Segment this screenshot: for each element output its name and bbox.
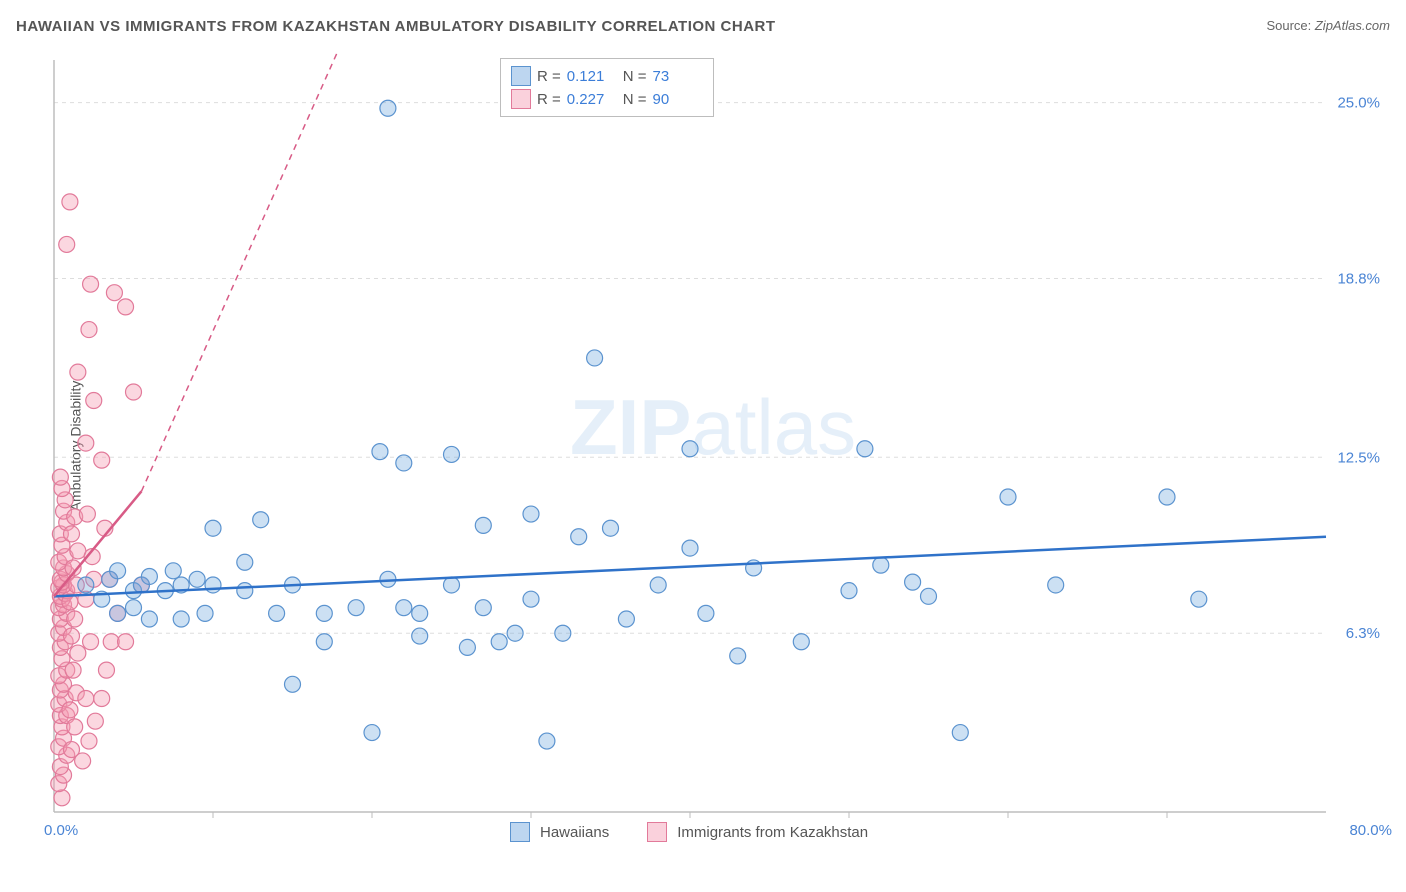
n-value-blue: 73: [653, 68, 703, 85]
swatch-blue-icon: [511, 66, 531, 86]
plot-area: 6.3%12.5%18.8%25.0% ZIPatlas R = 0.121 N…: [50, 52, 1386, 842]
svg-text:18.8%: 18.8%: [1337, 271, 1380, 288]
n-value-pink: 90: [653, 91, 703, 108]
chart-title: HAWAIIAN VS IMMIGRANTS FROM KAZAKHSTAN A…: [16, 18, 776, 35]
n-label: N =: [623, 91, 647, 108]
legend-label-pink: Immigrants from Kazakhstan: [677, 824, 868, 841]
svg-text:12.5%: 12.5%: [1337, 449, 1380, 466]
swatch-pink-icon: [511, 89, 531, 109]
source-attribution: Source: ZipAtlas.com: [1266, 18, 1390, 33]
r-label: R =: [537, 68, 561, 85]
swatch-blue-icon: [510, 822, 530, 842]
source-name: ZipAtlas.com: [1315, 18, 1390, 33]
swatch-pink-icon: [647, 822, 667, 842]
stats-legend-row-pink: R = 0.227 N = 90: [511, 89, 703, 109]
stats-legend-row-blue: R = 0.121 N = 73: [511, 66, 703, 86]
r-value-blue: 0.121: [567, 68, 617, 85]
svg-text:25.0%: 25.0%: [1337, 95, 1380, 112]
legend-label-blue: Hawaiians: [540, 824, 609, 841]
svg-text:6.3%: 6.3%: [1346, 625, 1380, 642]
source-label: Source:: [1266, 18, 1314, 33]
x-axis-end-tick: 80.0%: [1349, 822, 1392, 839]
r-label: R =: [537, 91, 561, 108]
stats-legend: R = 0.121 N = 73 R = 0.227 N = 90: [500, 58, 714, 117]
x-axis-origin-tick: 0.0%: [44, 822, 78, 839]
n-label: N =: [623, 68, 647, 85]
scatter-chart: 6.3% 12.5% 18.8% 25.0%: [50, 52, 1386, 842]
series-legend: Hawaiians Immigrants from Kazakhstan: [510, 822, 868, 842]
r-value-pink: 0.227: [567, 91, 617, 108]
